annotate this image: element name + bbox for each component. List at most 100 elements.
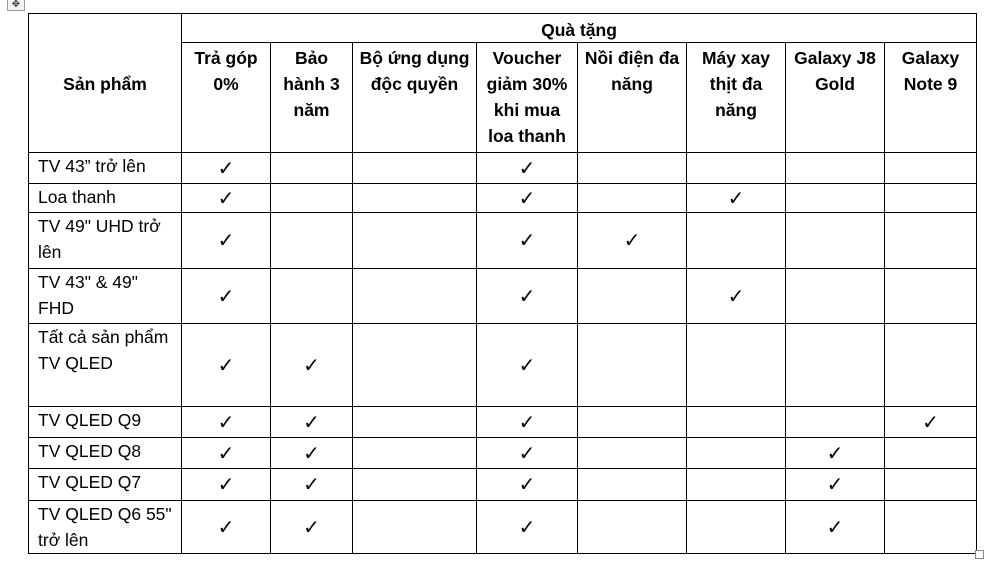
check-mark-icon: ✓	[727, 187, 745, 210]
gift-cell	[270, 183, 353, 213]
check-mark-icon: ✓	[217, 354, 235, 377]
gift-cell	[884, 183, 977, 213]
gift-cell: ✓	[476, 152, 578, 184]
gift-cell: ✓	[476, 268, 578, 324]
gift-cell	[352, 500, 477, 554]
table-row: TV 43" & 49" FHD ✓ ✓ ✓	[28, 268, 977, 324]
check-mark-icon: ✓	[303, 354, 320, 377]
gift-cell: ✓	[181, 183, 271, 213]
table-row: TV QLED Q8 ✓ ✓ ✓ ✓	[28, 437, 977, 469]
gift-column-header: Voucher giảm 30% khi mua loa thanh	[476, 42, 578, 153]
gift-cell	[352, 152, 477, 184]
gift-column-header: Máy xay thịt đa năng	[686, 42, 786, 153]
gift-cell	[352, 468, 477, 501]
gift-cell: ✓	[270, 468, 353, 501]
gift-cell: ✓	[270, 323, 353, 407]
gift-cell	[577, 437, 687, 469]
gift-cell: ✓	[181, 437, 271, 469]
check-mark-icon: ✓	[303, 442, 320, 465]
gift-cell: ✓	[476, 323, 578, 407]
gift-cell: ✓	[785, 437, 885, 469]
gift-cell	[352, 406, 477, 438]
check-mark-icon: ✓	[922, 411, 939, 434]
gift-cell	[270, 152, 353, 184]
gift-cell	[884, 468, 977, 501]
gift-cell	[352, 212, 477, 269]
gift-cell	[352, 323, 477, 407]
gift-cell	[884, 500, 977, 554]
table-row: TV QLED Q6 55" trở lên ✓ ✓ ✓ ✓	[28, 500, 977, 554]
gift-cell	[352, 268, 477, 324]
product-cell: Loa thanh	[28, 183, 182, 213]
check-mark-icon: ✓	[217, 411, 235, 434]
gift-column-header: Galaxy J8 Gold	[785, 42, 885, 153]
check-mark-icon: ✓	[518, 187, 536, 210]
gift-cell: ✓	[270, 500, 353, 554]
gift-cell	[686, 406, 786, 438]
gift-cell: ✓	[476, 437, 578, 469]
gift-cell	[352, 183, 477, 213]
gift-cell: ✓	[181, 406, 271, 438]
gift-cell	[686, 437, 786, 469]
gift-cell: ✓	[181, 152, 271, 184]
gift-cell	[270, 268, 353, 324]
gift-cell	[785, 406, 885, 438]
check-mark-icon: ✓	[727, 285, 745, 308]
check-mark-icon: ✓	[826, 474, 844, 496]
gift-cell: ✓	[181, 500, 271, 554]
product-cell: TV QLED Q7	[28, 468, 182, 501]
gift-cell	[577, 500, 687, 554]
gift-cell: ✓	[181, 323, 271, 407]
check-mark-icon: ✓	[217, 285, 235, 308]
gift-cell: ✓	[686, 183, 786, 213]
gift-cell: ✓	[476, 183, 578, 213]
check-mark-icon: ✓	[217, 187, 235, 210]
gift-cell: ✓	[181, 468, 271, 501]
gift-cell	[884, 152, 977, 184]
table-move-handle-icon[interactable]: ✥	[7, 0, 25, 11]
gift-cell	[577, 406, 687, 438]
gift-cell: ✓	[270, 437, 353, 469]
gift-cell	[686, 323, 786, 407]
check-mark-icon: ✓	[518, 442, 536, 465]
gift-cell	[686, 500, 786, 554]
table-resize-handle[interactable]	[975, 550, 984, 559]
gift-cell	[577, 183, 687, 213]
gift-cell: ✓	[785, 500, 885, 554]
gift-cell: ✓	[181, 212, 271, 269]
gift-cell: ✓	[476, 500, 578, 554]
check-mark-icon: ✓	[303, 516, 320, 539]
gift-cell	[577, 323, 687, 407]
product-cell: Tất cả sản phẩm TV QLED	[28, 323, 182, 407]
check-mark-icon: ✓	[518, 354, 536, 377]
table-row: Tất cả sản phẩm TV QLED ✓ ✓ ✓	[28, 323, 977, 407]
gift-cell	[884, 437, 977, 469]
gift-table: Sản phẩm Quà tặng Trả góp 0% Bảo hành 3 n…	[28, 13, 977, 554]
gift-cell: ✓	[476, 212, 578, 269]
table-row: TV 43” trở lên ✓ ✓	[28, 152, 977, 184]
gift-cell	[884, 323, 977, 407]
table-row: Loa thanh ✓ ✓ ✓	[28, 183, 977, 213]
gift-cell: ✓	[270, 406, 353, 438]
gift-cell	[884, 268, 977, 324]
gift-cell	[884, 212, 977, 269]
check-mark-icon: ✓	[518, 157, 536, 180]
gift-column-header: Trả góp 0%	[181, 42, 271, 153]
gift-cell: ✓	[884, 406, 977, 438]
gift-cell	[686, 468, 786, 501]
gift-cell	[270, 212, 353, 269]
check-mark-icon: ✓	[518, 411, 536, 434]
check-mark-icon: ✓	[623, 230, 641, 252]
check-mark-icon: ✓	[826, 516, 844, 539]
gift-column-header: Bảo hành 3 năm	[270, 42, 353, 153]
check-mark-icon: ✓	[303, 474, 320, 496]
gift-cell: ✓	[577, 212, 687, 269]
check-mark-icon: ✓	[217, 157, 235, 180]
gift-cell	[785, 323, 885, 407]
table-row: TV QLED Q7 ✓ ✓ ✓ ✓	[28, 468, 977, 501]
check-mark-icon: ✓	[217, 442, 235, 465]
product-cell: TV QLED Q8	[28, 437, 182, 469]
check-mark-icon: ✓	[826, 442, 844, 465]
product-cell: TV QLED Q9	[28, 406, 182, 438]
gift-column-header: Bộ ứng dụng độc quyền	[352, 42, 477, 153]
